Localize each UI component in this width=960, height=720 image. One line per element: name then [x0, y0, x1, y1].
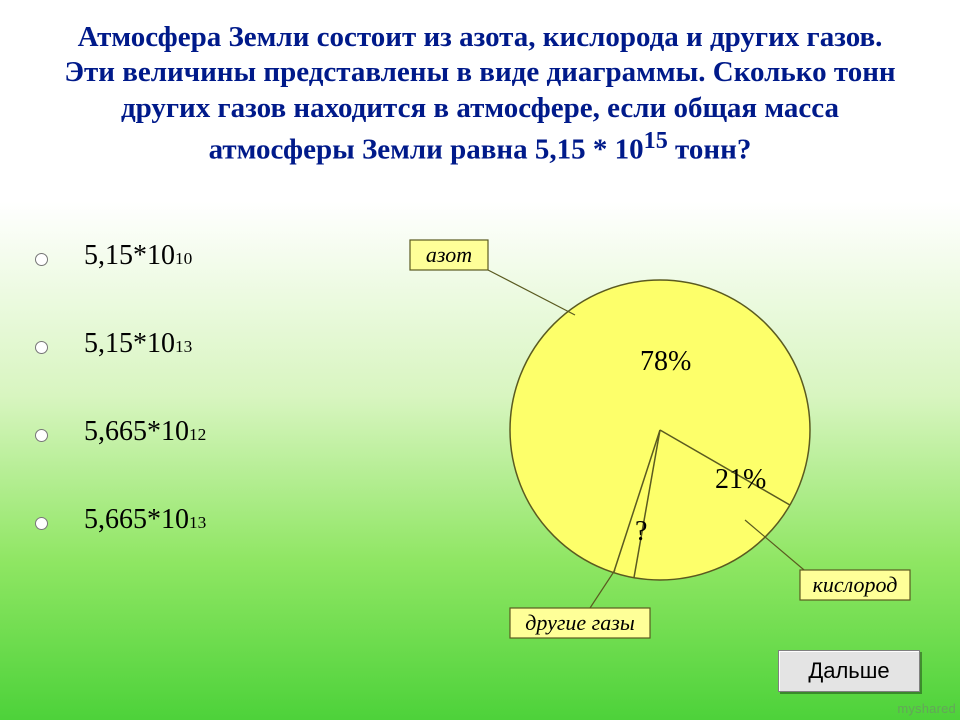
- radio-3[interactable]: [35, 429, 48, 442]
- radio-1[interactable]: [35, 253, 48, 266]
- option-2-exp: 13: [175, 337, 192, 357]
- svg-text:азот: азот: [426, 242, 472, 267]
- option-1-exp: 10: [175, 249, 192, 269]
- pie-chart-svg: 78% 21%? азот кислород другие газы: [390, 230, 940, 670]
- option-3-exp: 12: [189, 425, 206, 445]
- option-4[interactable]: 5,665*1013: [30, 504, 206, 536]
- option-3[interactable]: 5,665*1012: [30, 416, 206, 448]
- radio-2[interactable]: [35, 341, 48, 354]
- answer-options: 5,15*1010 5,15*1013 5,665*1012 5,665*101…: [30, 240, 206, 592]
- svg-text:21%: 21%: [715, 464, 766, 495]
- question-title: Атмосфера Земли состоит из азота, кислор…: [50, 20, 910, 168]
- option-3-mantissa: 5,665*10: [84, 416, 189, 448]
- pie-chart-area: 78% 21%? азот кислород другие газы: [390, 230, 940, 670]
- option-1-mantissa: 5,15*10: [84, 240, 175, 272]
- option-1[interactable]: 5,15*1010: [30, 240, 206, 272]
- svg-text:78%: 78%: [640, 346, 691, 377]
- next-button[interactable]: Дальше: [778, 650, 920, 692]
- option-2-mantissa: 5,15*10: [84, 328, 175, 360]
- option-2[interactable]: 5,15*1013: [30, 328, 206, 360]
- svg-text:другие газы: другие газы: [525, 610, 635, 635]
- svg-text:?: ?: [635, 516, 647, 547]
- option-4-mantissa: 5,665*10: [84, 504, 189, 536]
- radio-4[interactable]: [35, 517, 48, 530]
- option-4-exp: 13: [189, 513, 206, 533]
- svg-text:кислород: кислород: [813, 572, 898, 597]
- watermark: myshared: [897, 701, 956, 716]
